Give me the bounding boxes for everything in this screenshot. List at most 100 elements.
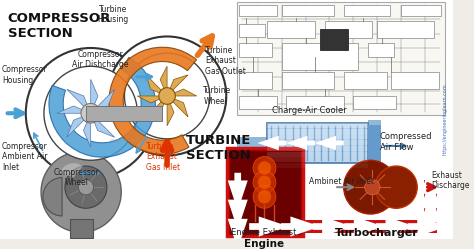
Polygon shape [160, 66, 167, 96]
Bar [229, 150, 301, 234]
Circle shape [258, 161, 271, 175]
Bar [227, 148, 303, 236]
FancyArrow shape [315, 136, 344, 150]
Text: Turbine
Exhaust
Gas Outlet: Turbine Exhaust Gas Outlet [205, 46, 246, 76]
Wedge shape [60, 163, 83, 178]
Bar [344, 5, 390, 16]
Text: Compressed
Air Flow: Compressed Air Flow [380, 132, 432, 152]
Bar [267, 163, 367, 168]
Bar [367, 43, 394, 57]
Circle shape [159, 88, 175, 104]
Circle shape [253, 171, 276, 194]
Polygon shape [57, 106, 91, 113]
Bar [239, 24, 265, 37]
Bar [377, 21, 434, 38]
Polygon shape [67, 89, 91, 113]
Bar [367, 125, 381, 168]
Circle shape [26, 48, 155, 179]
Bar [286, 96, 344, 109]
Polygon shape [67, 113, 91, 137]
FancyArrow shape [376, 216, 416, 237]
Circle shape [108, 36, 226, 155]
Bar [267, 152, 367, 157]
Polygon shape [83, 113, 91, 147]
Polygon shape [137, 96, 167, 103]
Circle shape [253, 185, 276, 208]
Wedge shape [41, 152, 121, 232]
Bar [70, 219, 92, 238]
Bar [282, 72, 334, 89]
FancyArrow shape [281, 216, 320, 237]
FancyArrow shape [257, 136, 286, 150]
Bar [325, 21, 373, 38]
FancyArrow shape [228, 192, 248, 230]
Text: Charge-Air Cooler: Charge-Air Cooler [272, 106, 347, 115]
FancyArrow shape [286, 136, 315, 150]
FancyArrow shape [344, 216, 384, 237]
Polygon shape [167, 75, 188, 96]
Bar [239, 5, 277, 16]
Text: Turbine
Wheel: Turbine Wheel [203, 86, 232, 106]
Text: engineeringlearn: engineeringlearn [110, 138, 157, 143]
Polygon shape [167, 89, 197, 96]
Circle shape [253, 156, 276, 180]
Wedge shape [49, 57, 155, 157]
Bar [267, 157, 367, 162]
FancyArrow shape [228, 211, 248, 249]
FancyArrow shape [420, 178, 441, 216]
Bar [344, 72, 387, 89]
Text: Turbine
Housing: Turbine Housing [97, 5, 128, 24]
Text: Compressor
Air Dishcharge: Compressor Air Dishcharge [72, 50, 128, 69]
Text: Turbocharger: Turbocharger [335, 228, 419, 239]
FancyArrow shape [249, 216, 289, 237]
Text: TURBINE
SECTION: TURBINE SECTION [186, 134, 252, 162]
Polygon shape [91, 79, 98, 113]
FancyArrow shape [228, 173, 248, 211]
Text: COMPRESSOR
SECTION: COMPRESSOR SECTION [8, 11, 111, 40]
Bar [267, 129, 367, 134]
Wedge shape [43, 178, 62, 216]
Text: Engine Exhaust: Engine Exhaust [231, 228, 296, 237]
Text: Exhaust
Discharge: Exhaust Discharge [431, 171, 470, 190]
Text: Compressor
Ambient Air
Inlet: Compressor Ambient Air Inlet [2, 142, 48, 172]
Bar [231, 220, 438, 233]
Bar [239, 43, 272, 57]
Bar [267, 140, 367, 145]
Polygon shape [167, 96, 174, 126]
Bar [239, 96, 277, 109]
Bar [353, 96, 396, 109]
Bar [86, 106, 162, 121]
Circle shape [258, 176, 271, 189]
Bar [424, 181, 438, 233]
Polygon shape [146, 96, 167, 117]
Circle shape [344, 160, 397, 214]
Circle shape [81, 104, 100, 123]
FancyArrow shape [420, 192, 441, 230]
Circle shape [44, 66, 137, 160]
Bar [231, 152, 245, 233]
Bar [267, 146, 367, 151]
Polygon shape [146, 75, 167, 96]
Bar [282, 43, 358, 70]
Bar [282, 5, 334, 16]
FancyArrow shape [420, 164, 441, 202]
Bar [239, 72, 272, 89]
Circle shape [375, 166, 417, 208]
Text: Ambinet Air Inlet: Ambinet Air Inlet [310, 177, 374, 186]
Text: Compressor
Housing: Compressor Housing [2, 65, 48, 85]
Bar [320, 29, 348, 50]
Polygon shape [167, 96, 188, 117]
Circle shape [365, 180, 380, 195]
Text: Compressor
Wheel: Compressor Wheel [54, 168, 99, 187]
Bar [267, 21, 315, 38]
Circle shape [65, 166, 107, 208]
Bar [237, 2, 445, 115]
Text: Engine: Engine [245, 239, 284, 249]
FancyArrow shape [312, 216, 352, 237]
Bar [392, 72, 439, 89]
Bar [401, 5, 441, 16]
Wedge shape [109, 47, 197, 154]
Bar [267, 123, 367, 163]
Text: Turbine
Exhaust
Gas Inlet: Turbine Exhaust Gas Inlet [146, 142, 180, 172]
Bar [367, 120, 381, 158]
